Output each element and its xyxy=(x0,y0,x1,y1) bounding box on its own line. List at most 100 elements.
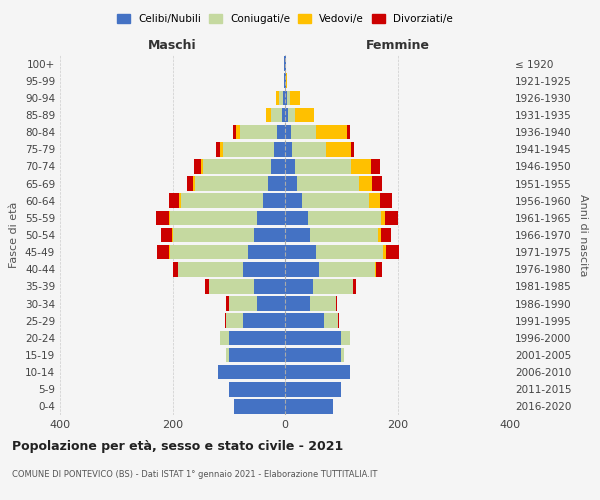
Bar xyxy=(240,125,277,140)
Bar xyxy=(263,194,285,208)
Bar xyxy=(181,194,263,208)
Bar xyxy=(157,245,169,260)
Bar xyxy=(295,159,352,174)
Bar xyxy=(173,262,178,276)
Bar xyxy=(285,142,292,156)
Bar xyxy=(347,125,350,140)
Bar xyxy=(226,314,243,328)
Bar xyxy=(170,245,248,260)
Bar xyxy=(226,348,229,362)
Bar xyxy=(169,210,170,225)
Bar xyxy=(285,365,350,380)
Bar xyxy=(380,228,391,242)
Bar xyxy=(229,382,285,396)
Bar xyxy=(383,245,386,260)
Bar xyxy=(276,90,279,105)
Bar xyxy=(359,176,371,191)
Bar xyxy=(266,108,271,122)
Bar xyxy=(286,74,287,88)
Bar xyxy=(353,279,356,293)
Bar xyxy=(386,245,398,260)
Bar xyxy=(257,296,285,311)
Bar xyxy=(287,90,290,105)
Bar xyxy=(285,348,341,362)
Bar xyxy=(285,125,290,140)
Bar xyxy=(220,142,223,156)
Bar xyxy=(277,125,285,140)
Bar xyxy=(248,245,285,260)
Bar xyxy=(282,108,285,122)
Bar xyxy=(274,142,285,156)
Bar xyxy=(310,228,378,242)
Bar xyxy=(341,330,350,345)
Bar xyxy=(195,176,268,191)
Bar xyxy=(243,262,285,276)
Bar xyxy=(292,142,325,156)
Bar xyxy=(316,245,383,260)
Bar xyxy=(290,90,299,105)
Bar xyxy=(371,176,382,191)
Bar xyxy=(268,176,285,191)
Bar xyxy=(285,399,333,413)
Bar xyxy=(229,348,285,362)
Bar xyxy=(325,142,351,156)
Bar xyxy=(341,348,344,362)
Legend: Celibi/Nubili, Coniugati/e, Vedovi/e, Divorziati/e: Celibi/Nubili, Coniugati/e, Vedovi/e, Di… xyxy=(113,10,457,29)
Bar xyxy=(285,228,310,242)
Bar xyxy=(178,262,243,276)
Bar xyxy=(218,365,285,380)
Bar xyxy=(313,279,353,293)
Bar xyxy=(285,108,288,122)
Bar xyxy=(285,176,298,191)
Bar xyxy=(229,330,285,345)
Bar xyxy=(279,90,283,105)
Y-axis label: Anni di nascita: Anni di nascita xyxy=(578,194,588,276)
Bar xyxy=(271,159,285,174)
Bar xyxy=(271,108,282,122)
Bar xyxy=(285,382,341,396)
Bar xyxy=(285,194,302,208)
Bar xyxy=(285,159,295,174)
Bar xyxy=(193,176,195,191)
Bar xyxy=(220,330,229,345)
Bar xyxy=(170,210,257,225)
Y-axis label: Fasce di età: Fasce di età xyxy=(10,202,19,268)
Bar xyxy=(209,279,254,293)
Bar xyxy=(310,296,335,311)
Bar xyxy=(235,399,285,413)
Bar xyxy=(352,159,371,174)
Bar xyxy=(169,194,179,208)
Bar xyxy=(254,228,285,242)
Bar xyxy=(375,262,376,276)
Bar xyxy=(254,279,285,293)
Bar xyxy=(308,210,380,225)
Bar xyxy=(283,90,285,105)
Bar xyxy=(288,108,295,122)
Bar xyxy=(380,194,392,208)
Bar xyxy=(319,262,375,276)
Bar xyxy=(225,314,226,328)
Bar xyxy=(385,210,398,225)
Bar xyxy=(380,210,385,225)
Bar xyxy=(351,142,353,156)
Bar xyxy=(376,262,382,276)
Bar xyxy=(302,194,370,208)
Bar xyxy=(194,159,200,174)
Bar xyxy=(243,314,285,328)
Bar xyxy=(285,296,310,311)
Bar xyxy=(285,245,316,260)
Bar xyxy=(285,262,319,276)
Bar xyxy=(335,296,337,311)
Bar xyxy=(226,296,229,311)
Bar xyxy=(285,330,341,345)
Bar xyxy=(285,314,325,328)
Bar xyxy=(179,194,181,208)
Text: Femmine: Femmine xyxy=(365,38,430,52)
Bar xyxy=(371,159,380,174)
Text: Maschi: Maschi xyxy=(148,38,197,52)
Bar xyxy=(298,176,359,191)
Bar xyxy=(187,176,193,191)
Bar xyxy=(257,210,285,225)
Bar xyxy=(370,194,380,208)
Bar xyxy=(285,279,313,293)
